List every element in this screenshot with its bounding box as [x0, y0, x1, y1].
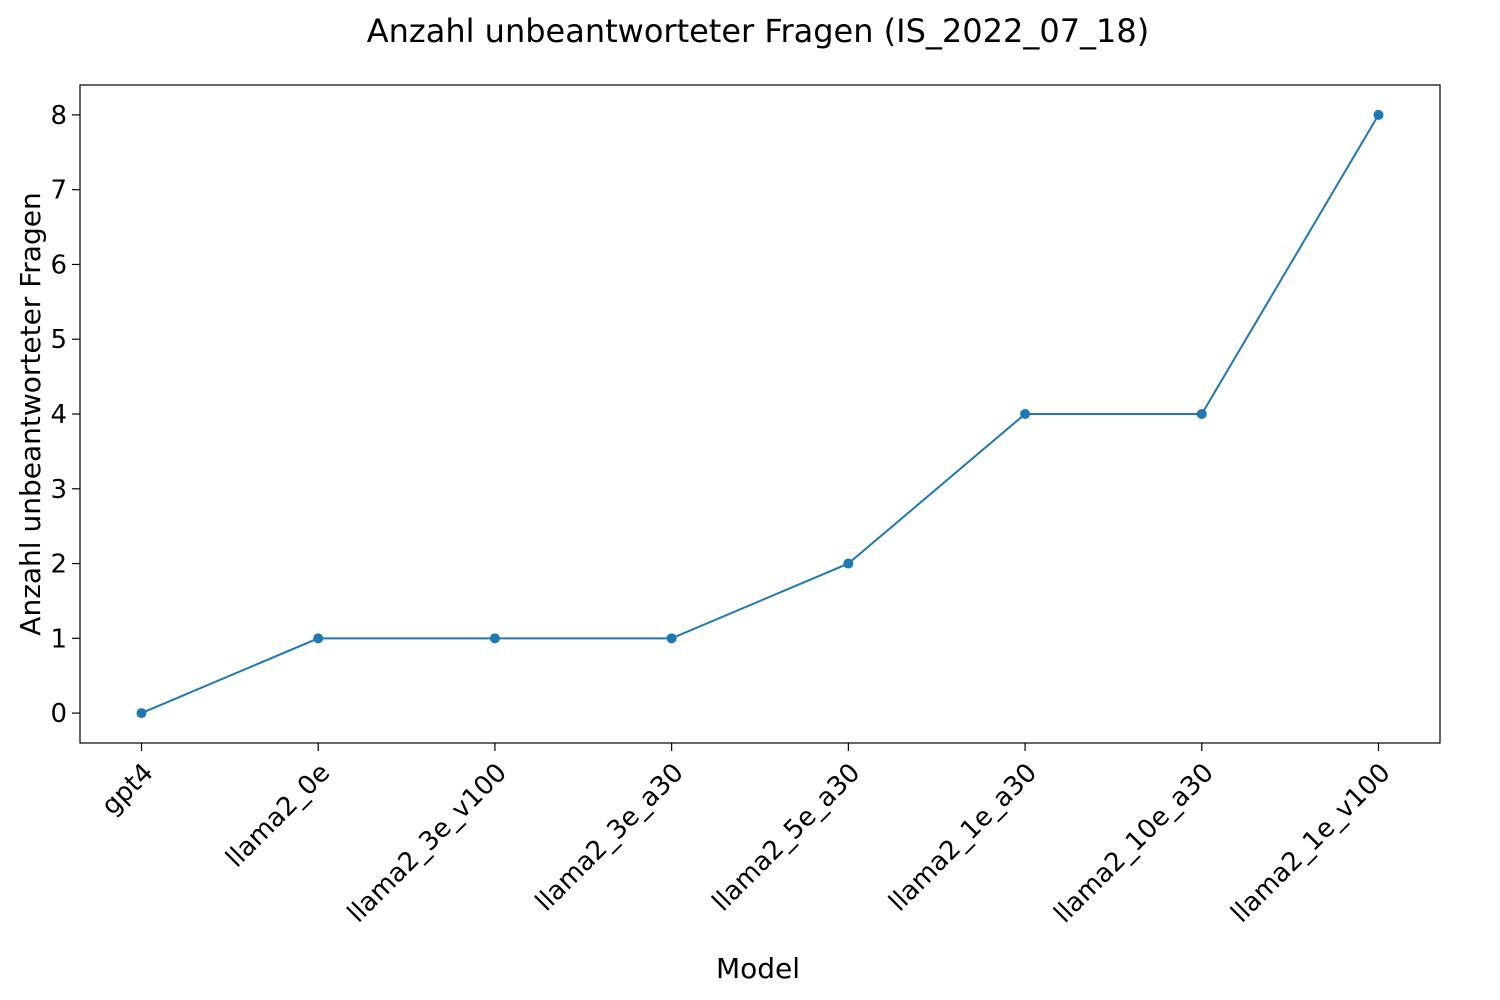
x-axis-ticks: gpt4 llama2_0e llama2_3e_v100 llama2_3e_a30… [96, 743, 1396, 929]
x-tick-label: llama2_10e_a30 [1048, 758, 1219, 929]
data-point [489, 633, 500, 644]
y-tick-label: 7 [50, 176, 67, 206]
plot-frame [79, 84, 1441, 744]
y-axis-label: Anzahl unbeantworteter Fragen [14, 192, 47, 635]
y-tick-label: 4 [50, 400, 67, 430]
y-axis-ticks: 0 1 2 3 4 5 6 7 8 [50, 101, 80, 729]
y-tick-label: 2 [50, 550, 67, 580]
y-tick-label: 5 [50, 325, 67, 355]
x-tick-label: gpt4 [96, 758, 159, 821]
x-tick-label: llama2_3e_v100 [342, 758, 513, 929]
data-point [313, 633, 324, 644]
x-tick-label: llama2_3e_a30 [530, 758, 690, 918]
data-point [1020, 409, 1031, 419]
data-point [843, 558, 854, 569]
data-point [1373, 109, 1384, 120]
series-layer [136, 109, 1384, 719]
x-axis-label: Model [716, 952, 800, 985]
plot-area [79, 84, 1441, 744]
series-line-1 [140, 113, 1380, 715]
y-tick-label: 8 [50, 101, 67, 131]
x-tick-label: llama2_1e_v100 [1226, 758, 1397, 929]
chart-title: Anzahl unbeantworteter Fragen (IS_2022_0… [367, 12, 1150, 50]
x-tick-label: llama2_1e_a30 [883, 758, 1043, 918]
data-point [136, 708, 147, 719]
y-tick-label: 3 [50, 475, 67, 505]
x-tick-label: llama2_0e [220, 758, 336, 874]
y-tick-label: 6 [50, 250, 67, 280]
data-point [666, 633, 677, 644]
y-tick-label: 0 [50, 699, 67, 729]
y-tick-label: 1 [50, 624, 67, 654]
data-point [1196, 409, 1207, 419]
x-tick-label: llama2_5e_a30 [707, 758, 867, 918]
